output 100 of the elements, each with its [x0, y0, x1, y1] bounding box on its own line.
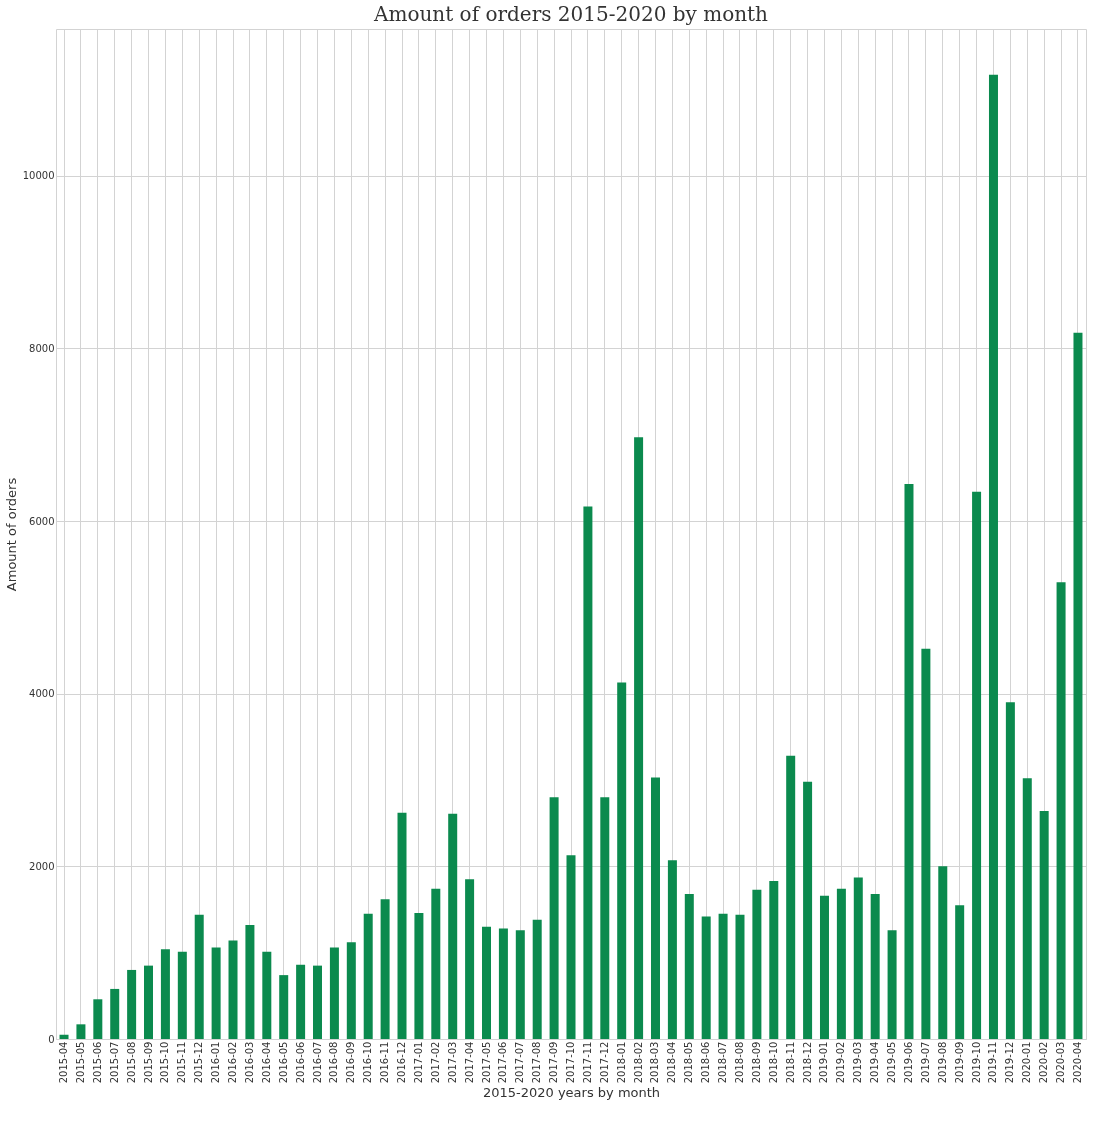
y-axis-title: Amount of orders: [3, 477, 19, 592]
x-tick-label: 2018-05: [683, 1041, 695, 1084]
x-tick-label: 2019-09: [953, 1041, 965, 1084]
x-tick-label: 2019-11: [987, 1041, 999, 1084]
y-tick-label: 8000: [29, 342, 55, 354]
x-tick-label: 2017-09: [548, 1041, 560, 1084]
bar: [59, 1034, 69, 1039]
x-tick-label: 2016-07: [311, 1041, 323, 1084]
bar: [684, 893, 694, 1039]
bar: [144, 965, 154, 1039]
bar: [76, 1024, 86, 1039]
bar: [786, 755, 796, 1039]
x-tick-label: 2018-06: [700, 1041, 712, 1084]
bar: [1056, 582, 1066, 1039]
x-tick-label: 2017-01: [412, 1041, 424, 1084]
y-tick-label: 10000: [22, 170, 55, 182]
x-tick-label: 2019-06: [902, 1041, 914, 1084]
x-tick-label: 2017-06: [497, 1041, 509, 1084]
bar: [482, 926, 491, 1039]
y-tick-label: 4000: [29, 688, 55, 700]
bar: [515, 930, 525, 1039]
bar: [566, 855, 576, 1039]
y-tick-label: 0: [48, 1033, 55, 1045]
bar: [718, 913, 728, 1039]
x-tick-label: 2015-05: [74, 1041, 86, 1084]
bar: [1005, 702, 1015, 1039]
x-tick-label: 2018-09: [750, 1041, 762, 1084]
bar: [228, 940, 238, 1039]
x-tick-label: 2017-11: [581, 1041, 593, 1084]
bar: [735, 914, 745, 1039]
bar: [431, 888, 441, 1039]
bar: [211, 947, 221, 1039]
x-tick-label: 2015-11: [176, 1041, 188, 1084]
x-tick-label: 2017-07: [514, 1041, 526, 1084]
bar: [887, 930, 897, 1039]
bar: [363, 913, 373, 1039]
x-tick-label: 2019-12: [1004, 1041, 1016, 1084]
bar: [414, 912, 424, 1039]
x-tick-label: 2015-04: [58, 1041, 70, 1084]
chart-title: Amount of orders 2015-2020 by month: [372, 2, 769, 26]
bar: [296, 964, 306, 1039]
x-tick-label: 2016-06: [294, 1041, 306, 1084]
bar: [329, 947, 339, 1039]
bar: [921, 648, 931, 1039]
x-tick-label: 2017-08: [531, 1041, 543, 1084]
x-tick-label: 2017-03: [446, 1041, 458, 1084]
bar: [127, 969, 137, 1039]
bar: [955, 905, 965, 1039]
x-tick-label: 2016-05: [277, 1041, 289, 1084]
bar: [752, 889, 762, 1039]
x-tick-label: 2018-02: [632, 1041, 644, 1084]
y-tick-label: 6000: [29, 515, 55, 527]
x-axis-title: 2015-2020 years by month: [482, 1085, 661, 1101]
bar: [1039, 811, 1049, 1039]
bar: [465, 879, 475, 1039]
x-tick-label: 2020-02: [1038, 1041, 1050, 1084]
bar: [701, 916, 711, 1039]
bar: [279, 975, 289, 1039]
x-tick-label: 2019-04: [869, 1041, 881, 1084]
bar: [870, 893, 880, 1039]
bar: [667, 860, 677, 1039]
x-tick-label: 2016-10: [362, 1041, 374, 1084]
x-tick-label: 2019-05: [886, 1041, 898, 1084]
x-tick-label: 2020-03: [1055, 1041, 1067, 1084]
x-tick-label: 2018-03: [649, 1041, 661, 1084]
bar: [313, 965, 323, 1039]
x-tick-label: 2016-11: [379, 1041, 391, 1084]
bar: [245, 925, 255, 1039]
bar: [769, 881, 779, 1039]
x-tick-label: 2015-07: [108, 1041, 120, 1084]
bar: [498, 928, 508, 1039]
bar: [972, 491, 982, 1039]
x-tick-label: 2016-08: [328, 1041, 340, 1084]
bar: [651, 777, 660, 1039]
bar: [803, 781, 813, 1039]
bar: [600, 797, 610, 1039]
bar: [1073, 332, 1083, 1039]
x-tick-label: 2017-12: [598, 1041, 610, 1084]
x-tick-label: 2016-03: [243, 1041, 255, 1084]
x-tick-label: 2019-07: [919, 1041, 931, 1084]
bar: [397, 812, 407, 1039]
bar: [988, 74, 998, 1039]
x-tick-label: 2015-08: [125, 1041, 137, 1084]
x-tick-label: 2015-09: [142, 1041, 154, 1084]
y-tick-label: 2000: [29, 860, 55, 872]
bar: [617, 682, 627, 1039]
x-tick-label: 2019-10: [970, 1041, 982, 1084]
bar: [177, 951, 187, 1039]
x-tick-label: 2019-08: [936, 1041, 948, 1084]
bar: [904, 483, 914, 1039]
bar: [634, 437, 644, 1039]
bar: [262, 951, 272, 1039]
bar: [110, 988, 120, 1039]
x-tick-label: 2019-02: [835, 1041, 847, 1084]
x-tick-label: 2017-02: [429, 1041, 441, 1084]
x-tick-label: 2018-04: [666, 1041, 678, 1084]
bar: [1022, 778, 1032, 1039]
bar: [346, 942, 356, 1039]
x-tick-label: 2017-05: [480, 1041, 492, 1084]
x-tick-label: 2016-01: [210, 1041, 222, 1084]
